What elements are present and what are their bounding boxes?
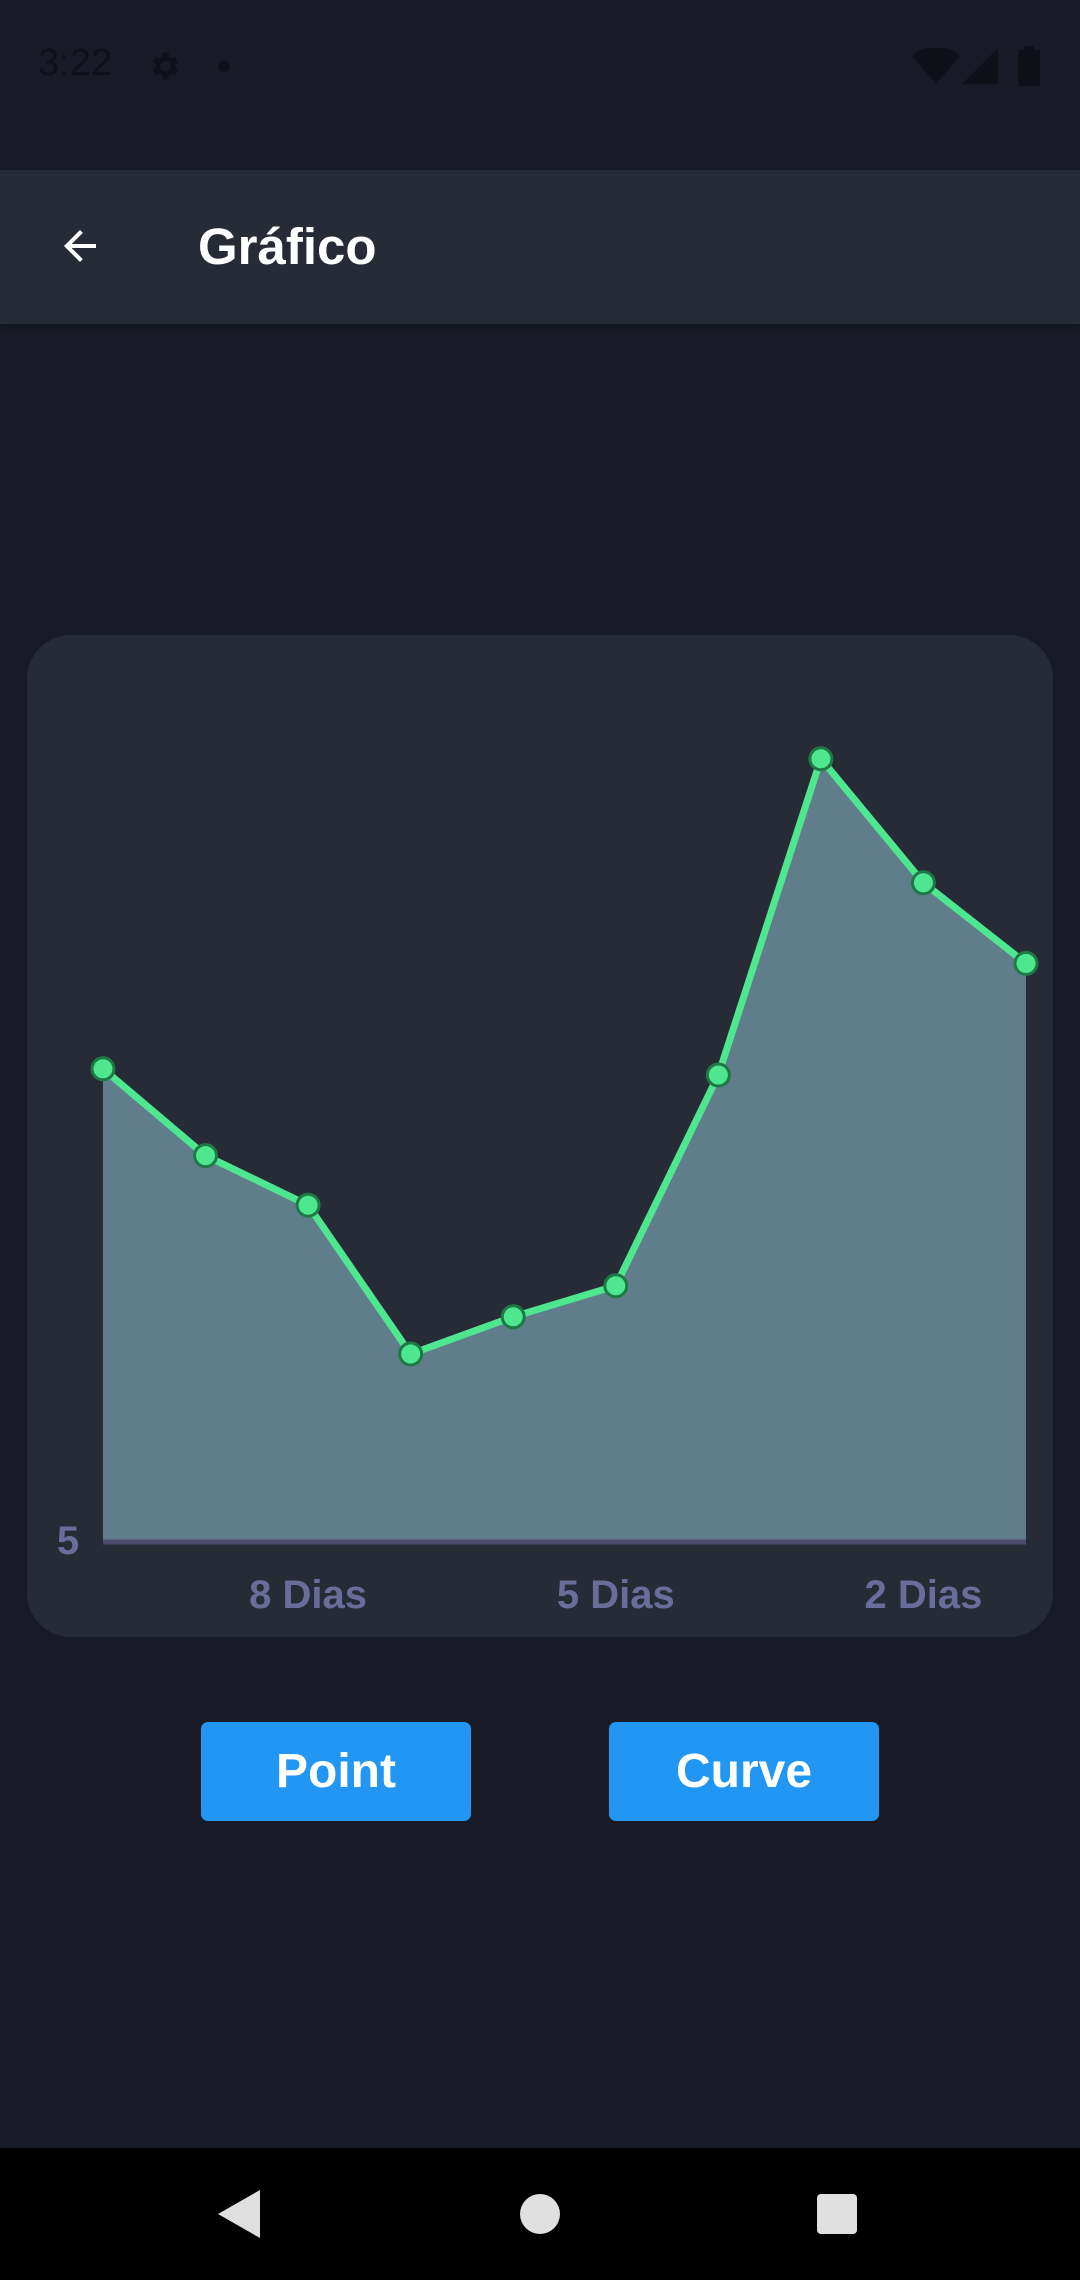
signal-icon: [962, 48, 998, 84]
curve-button[interactable]: Curve: [609, 1722, 879, 1821]
chart-point[interactable]: [90, 1056, 116, 1082]
chart-point[interactable]: [398, 1341, 424, 1367]
back-button[interactable]: [44, 210, 116, 282]
gear-icon: [152, 52, 179, 80]
back-triangle-icon[interactable]: [218, 2190, 260, 2238]
arrow-left-icon: [64, 230, 96, 262]
notification-dot-icon: [218, 60, 230, 72]
chart-point[interactable]: [603, 1273, 629, 1299]
status-bar: 3:22: [0, 0, 1080, 170]
chart-point[interactable]: [808, 746, 834, 772]
chart-card: [27, 635, 1053, 1637]
chart-point[interactable]: [705, 1062, 731, 1088]
wifi-icon: [912, 48, 960, 84]
chart-point[interactable]: [193, 1143, 219, 1169]
chart-points: [90, 746, 1039, 1367]
recents-square-icon[interactable]: [817, 2194, 857, 2234]
point-button[interactable]: Point: [201, 1722, 471, 1821]
page-title: Gráfico: [198, 218, 377, 275]
chart-point[interactable]: [910, 870, 936, 896]
chart-point[interactable]: [500, 1304, 526, 1330]
app-bar: Gráfico: [0, 170, 1080, 324]
battery-icon: [1018, 46, 1040, 86]
status-time: 3:22: [38, 42, 112, 84]
home-circle-icon[interactable]: [520, 2194, 560, 2234]
chart-point[interactable]: [295, 1192, 321, 1218]
chart-point[interactable]: [1013, 950, 1039, 976]
